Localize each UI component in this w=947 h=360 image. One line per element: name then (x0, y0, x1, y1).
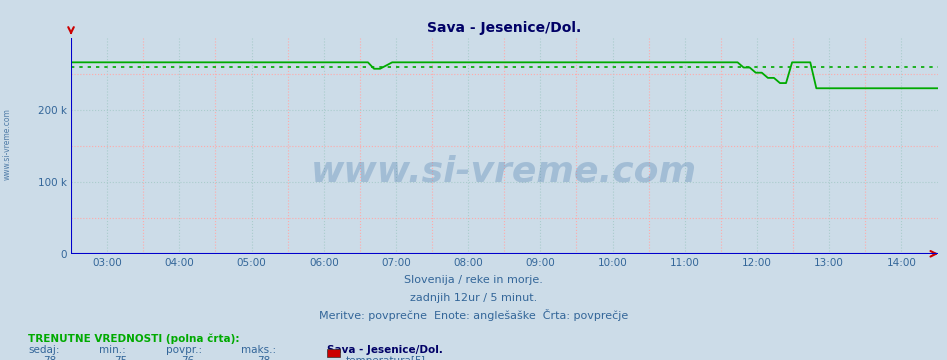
Text: 75: 75 (115, 356, 128, 360)
Text: Sava - Jesenice/Dol.: Sava - Jesenice/Dol. (327, 345, 442, 355)
Text: maks.:: maks.: (241, 345, 277, 355)
Text: sedaj:: sedaj: (28, 345, 60, 355)
Text: www.si-vreme.com: www.si-vreme.com (312, 155, 697, 189)
Text: TRENUTNE VREDNOSTI (polna črta):: TRENUTNE VREDNOSTI (polna črta): (28, 333, 240, 343)
Text: 78: 78 (257, 356, 270, 360)
Text: zadnjih 12ur / 5 minut.: zadnjih 12ur / 5 minut. (410, 293, 537, 303)
Title: Sava - Jesenice/Dol.: Sava - Jesenice/Dol. (427, 21, 581, 35)
Text: Meritve: povprečne  Enote: anglešaške  Črta: povprečje: Meritve: povprečne Enote: anglešaške Črt… (319, 309, 628, 321)
Text: povpr.:: povpr.: (166, 345, 202, 355)
Text: 76: 76 (181, 356, 194, 360)
Text: Slovenija / reke in morje.: Slovenija / reke in morje. (404, 275, 543, 285)
Text: min.:: min.: (99, 345, 126, 355)
Text: www.si-vreme.com: www.si-vreme.com (3, 108, 12, 180)
Text: 78: 78 (44, 356, 57, 360)
Text: temperatura[F]: temperatura[F] (346, 356, 425, 360)
